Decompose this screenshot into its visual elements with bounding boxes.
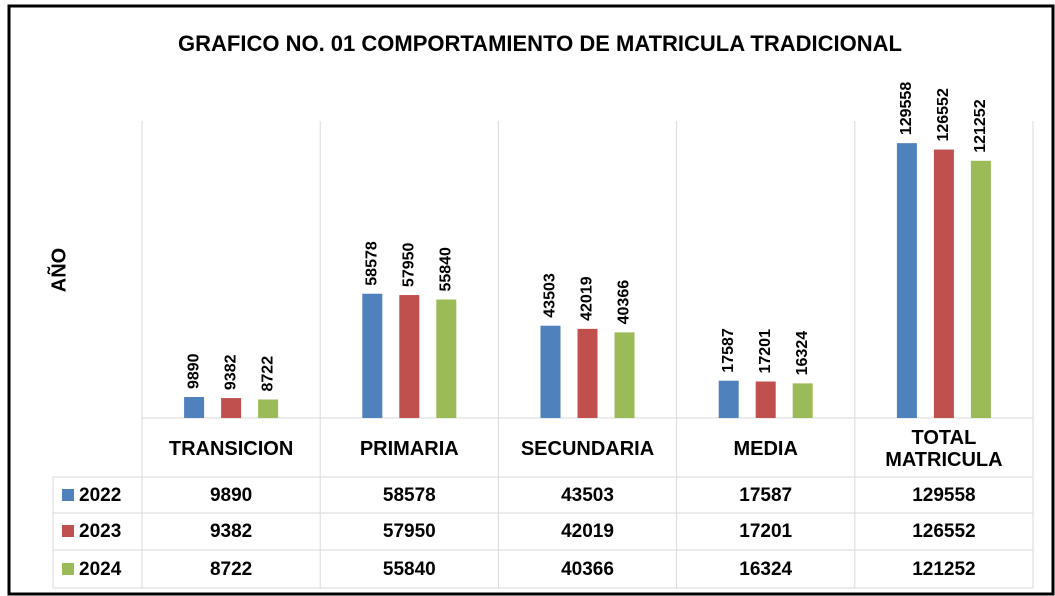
bar — [399, 295, 420, 418]
table-cell: 58578 — [383, 485, 436, 506]
bar — [221, 398, 242, 418]
data-label: 8722 — [259, 356, 276, 392]
table-cell: 126552 — [912, 521, 975, 542]
legend-swatch — [62, 525, 74, 537]
table-cell: 8722 — [210, 559, 252, 580]
table-cell: 9382 — [210, 521, 252, 542]
table-cell: 42019 — [561, 521, 614, 542]
data-label: 42019 — [579, 276, 596, 321]
data-label: 40366 — [616, 280, 633, 325]
bar — [933, 149, 954, 418]
chart-border — [7, 4, 1055, 596]
data-label: 17201 — [757, 329, 774, 374]
table-cell: 17201 — [739, 521, 792, 542]
data-label: 43503 — [542, 273, 559, 318]
data-label: 57950 — [401, 242, 418, 287]
bar — [577, 328, 598, 418]
x-tick-label: TRANSICION — [168, 437, 294, 460]
data-label: 129558 — [898, 82, 915, 135]
x-tick-label: PRIMARIA — [359, 437, 459, 460]
legend-swatch — [62, 489, 74, 501]
legend-swatch — [62, 563, 74, 575]
data-label: 9382 — [222, 354, 239, 390]
bar — [614, 332, 635, 418]
bar — [436, 299, 457, 418]
bar — [184, 397, 205, 418]
bar — [792, 383, 813, 418]
bar — [896, 143, 917, 418]
y-axis-label: AÑO — [47, 248, 70, 292]
table-cell: 55840 — [383, 559, 436, 580]
table-cell: 57950 — [383, 521, 436, 542]
table-cell: 40366 — [561, 559, 614, 580]
bar — [362, 293, 383, 418]
legend-label: 2023 — [79, 521, 121, 542]
data-label: 121252 — [972, 99, 989, 152]
data-label: 16324 — [794, 331, 811, 376]
x-tick-label: SECUNDARIA — [520, 437, 655, 460]
bar — [755, 381, 776, 418]
bar — [718, 380, 739, 418]
table-cell: 129558 — [912, 485, 975, 506]
x-tick-label: MEDIA — [733, 437, 798, 460]
data-label: 9890 — [185, 353, 202, 389]
table-cell: 121252 — [912, 559, 975, 580]
table-cell: 9890 — [210, 485, 252, 506]
chart-title: GRAFICO NO. 01 COMPORTAMIENTO DE MATRICU… — [178, 31, 902, 56]
legend-label: 2022 — [79, 485, 121, 506]
legend-label: 2024 — [79, 559, 122, 580]
data-label: 58578 — [364, 241, 381, 286]
bar — [258, 399, 279, 418]
table-cell: 17587 — [739, 485, 792, 506]
data-label: 17587 — [720, 328, 737, 373]
bar — [540, 325, 561, 418]
data-label: 126552 — [935, 88, 952, 141]
x-tick-label: TOTAL MATRICULA — [885, 426, 1003, 471]
table-cell: 16324 — [739, 559, 792, 580]
data-label: 55840 — [438, 247, 455, 292]
bar — [970, 160, 991, 419]
table-cell: 43503 — [561, 485, 614, 506]
